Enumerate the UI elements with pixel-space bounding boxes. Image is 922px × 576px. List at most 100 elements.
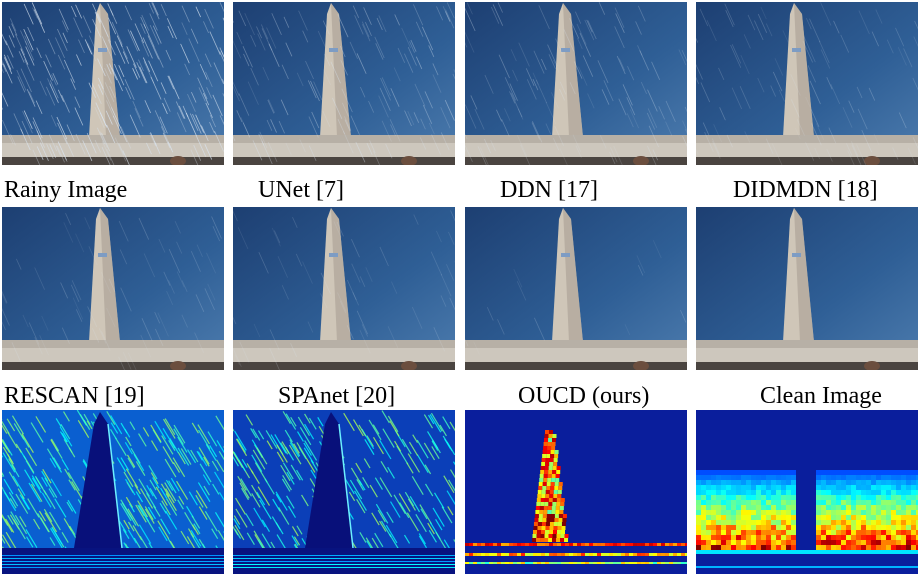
heatmap-cell <box>881 525 886 530</box>
obelisk-shadow <box>331 208 351 342</box>
rain-streak <box>731 87 743 110</box>
heatmap-streak <box>61 532 69 543</box>
heatmap-cell <box>536 502 541 506</box>
heatmap-streak <box>124 442 133 455</box>
rain-streak <box>154 311 161 324</box>
heatmap-cell <box>886 540 891 545</box>
heatmap-cell <box>751 540 756 545</box>
rain-streak <box>422 104 433 124</box>
heatmap-streak <box>154 420 167 440</box>
heatmap-cell <box>851 535 856 540</box>
heatmap-cell <box>916 545 918 550</box>
heatmap-cell <box>706 490 711 495</box>
heatmap-cell <box>861 540 866 545</box>
rain-streak <box>616 55 626 75</box>
heatmap-cell <box>477 543 481 546</box>
heatmap-streak <box>216 459 224 473</box>
rain-streak <box>101 146 111 165</box>
rain-streak <box>167 141 174 153</box>
heatmap-streak <box>127 508 140 527</box>
rain-streak <box>861 129 873 153</box>
heatmap-cell <box>696 500 701 505</box>
heatmap-cell <box>831 470 836 475</box>
rain-streak <box>266 27 277 49</box>
heatmap-cell <box>761 495 766 500</box>
heatmap-cell <box>881 510 886 515</box>
rain-streak <box>361 324 369 337</box>
heatmap-cell <box>856 475 861 480</box>
heatmap-cell <box>851 485 856 490</box>
rain-streak <box>133 63 141 78</box>
rain-streak <box>111 107 122 129</box>
heatmap-cell <box>577 543 581 546</box>
rain-streak <box>366 142 373 155</box>
heatmap-cell <box>617 543 621 546</box>
heatmap-cell <box>886 535 891 540</box>
heatmap-cell <box>896 535 901 540</box>
rain-streak <box>66 124 75 142</box>
heatmap-cell <box>776 470 781 475</box>
rain-streak <box>856 86 863 99</box>
heatmap-cell <box>826 525 831 530</box>
rain-streak <box>233 39 242 59</box>
heatmap-cell <box>549 494 554 498</box>
heatmap-streak <box>148 465 158 480</box>
obelisk-shadow <box>100 208 120 342</box>
rain-streak <box>165 49 172 61</box>
heatmap-cell <box>696 495 701 500</box>
rain-streak <box>449 297 455 311</box>
rain-streak <box>141 318 153 341</box>
heatmap-cell <box>481 562 485 564</box>
heatmap-cell <box>871 505 876 510</box>
heatmap-streak <box>50 528 63 549</box>
heatmap-streak <box>371 512 380 526</box>
heatmap-cell <box>881 470 886 475</box>
rain-streak <box>826 77 833 90</box>
heatmap-cell <box>791 470 796 475</box>
heatmap-streak <box>44 477 58 499</box>
heatmap-cell <box>846 535 851 540</box>
rain-streak <box>57 28 68 52</box>
heatmap-cell <box>901 510 906 515</box>
heatmap-cell <box>641 543 645 546</box>
heatmap-cell <box>856 545 861 550</box>
heatmap-streak <box>280 464 291 482</box>
rain-streak <box>36 130 45 148</box>
heatmap-cell <box>871 535 876 540</box>
heatmap-cell <box>549 530 553 534</box>
heatmap-cell <box>846 530 851 535</box>
heatmap-cell <box>816 535 821 540</box>
heatmap-cell <box>741 480 746 485</box>
rain-streak <box>140 334 152 358</box>
heatmap-cell <box>816 480 821 485</box>
rain-streak <box>150 76 162 100</box>
heatmap-streak <box>293 443 300 454</box>
heatmap-cell <box>831 510 836 515</box>
heatmap-streak <box>49 537 56 546</box>
heatmap-cell <box>716 485 721 490</box>
heatmap-streak <box>177 436 188 453</box>
heatmap-cell <box>552 538 557 542</box>
rain-streak <box>84 217 91 230</box>
rain-streak <box>572 134 582 152</box>
rain-streak <box>56 116 68 140</box>
heatmap-cell <box>896 540 901 545</box>
rain-streak <box>55 145 61 156</box>
heatmap-cell <box>771 470 776 475</box>
heatmap-cell <box>716 505 721 510</box>
heatmap-cell <box>776 505 781 510</box>
rain-streak <box>247 81 259 105</box>
heatmap-streak <box>443 475 455 494</box>
heatmap-streak <box>9 498 17 509</box>
rain-streak <box>682 120 687 132</box>
heatmap-cell <box>856 480 861 485</box>
heatmap-cell <box>597 543 601 546</box>
heatmap-streak <box>286 471 295 485</box>
heatmap-cell <box>721 490 726 495</box>
heatmap-streak <box>415 513 427 533</box>
heatmap-streak <box>41 470 49 482</box>
rain-streak <box>842 107 853 128</box>
heatmap-cell <box>726 540 731 545</box>
heatmap-cell <box>657 562 661 564</box>
heatmap-streak <box>446 490 455 506</box>
